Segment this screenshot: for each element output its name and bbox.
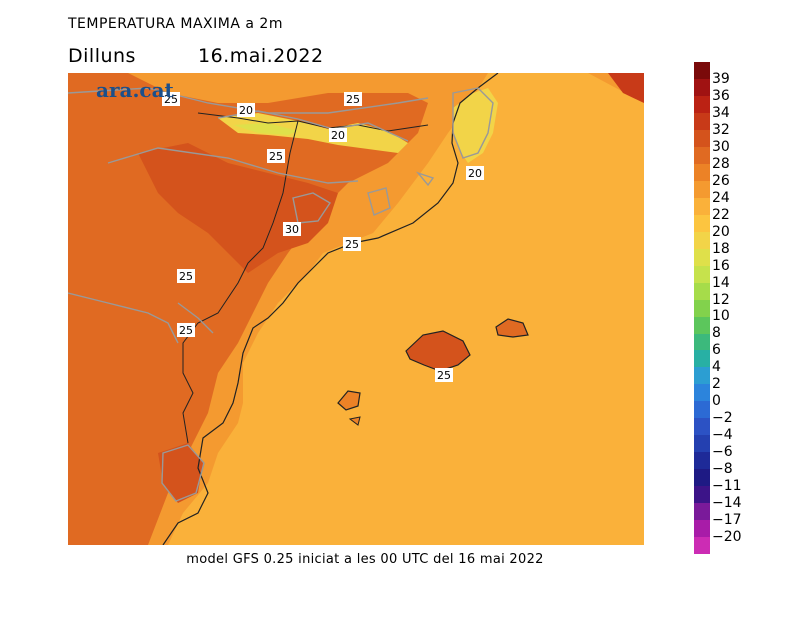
color-scale-segment <box>694 503 710 521</box>
chart-subtitle: Dilluns 16.mai.2022 <box>68 45 323 67</box>
color-scale-bar <box>694 62 710 555</box>
color-scale-segment <box>694 384 710 402</box>
color-scale-label: −11 <box>712 478 742 495</box>
island-menorca <box>495 318 529 338</box>
color-scale-segment <box>694 197 710 215</box>
color-scale-label: 18 <box>712 240 730 257</box>
color-scale-label: 22 <box>712 206 730 223</box>
color-scale-label: 39 <box>712 70 730 87</box>
color-scale-label: 10 <box>712 308 730 325</box>
color-scale-label: −6 <box>712 444 733 461</box>
color-scale-label: 20 <box>712 223 730 240</box>
color-scale-label: 4 <box>712 359 721 376</box>
contour-label: 25 <box>345 238 359 251</box>
contour-label: 20 <box>468 167 482 180</box>
color-scale-segment <box>694 163 710 181</box>
color-scale-segment <box>694 231 710 249</box>
color-scale-label: 36 <box>712 87 730 104</box>
color-scale-label: 6 <box>712 342 721 359</box>
color-scale-label: 12 <box>712 291 730 308</box>
cool-pyrenees-east <box>233 123 298 135</box>
color-scale-label: 8 <box>712 325 721 342</box>
contour-label: 25 <box>269 150 283 163</box>
color-scale-segment <box>694 282 710 300</box>
color-scale-label: 14 <box>712 274 730 291</box>
island-formentera <box>348 416 361 426</box>
cool-roussillon <box>453 88 498 163</box>
chart-title: TEMPERATURA MAXIMA a 2m <box>68 16 283 32</box>
color-scale-segment <box>694 265 710 283</box>
date-label: 16.mai.2022 <box>198 45 324 67</box>
color-scale-segment <box>694 367 710 385</box>
color-scale-segment <box>694 350 710 368</box>
contour-label: 25 <box>437 369 451 382</box>
contour-label: 25 <box>346 93 360 106</box>
border-line-vertical <box>182 120 299 444</box>
color-scale-segment <box>694 333 710 351</box>
color-scale-label: 24 <box>712 189 730 206</box>
color-scale-segment <box>694 520 710 538</box>
very-hot-region <box>138 143 338 273</box>
color-scale-label: −2 <box>712 410 733 427</box>
color-scale-segment <box>694 452 710 470</box>
contour-label: 25 <box>179 270 193 283</box>
color-scale-segment <box>694 401 710 419</box>
day-label: Dilluns <box>68 45 136 67</box>
color-scale-segment <box>694 248 710 266</box>
color-scale-segment <box>694 95 710 113</box>
color-scale-label: 26 <box>712 172 730 189</box>
color-scale-label: 32 <box>712 121 730 138</box>
color-scale-segment <box>694 62 710 79</box>
color-scale-labels: 39 36 34 32 30 28 26 24 22 20 18 16 14 12 10 8 6 4 2 0 −2 −4−… <box>712 62 772 554</box>
color-scale-segment <box>694 78 710 96</box>
color-scale-segment <box>694 418 710 436</box>
island-mallorca <box>405 330 471 372</box>
color-scale-segment <box>694 299 710 317</box>
color-scale-segment <box>694 316 710 334</box>
very-hot-region-2 <box>158 443 203 503</box>
color-scale-segment <box>694 214 710 232</box>
ara-cat-logo: ara.cat <box>96 78 174 102</box>
color-scale-label: 2 <box>712 376 721 393</box>
color-scale-label: 34 <box>712 104 730 121</box>
color-scale-label: −14 <box>712 495 742 512</box>
color-scale-segment <box>694 435 710 453</box>
color-scale-label: 30 <box>712 138 730 155</box>
color-scale-segment <box>694 112 710 130</box>
color-scale-segment <box>694 129 710 147</box>
model-caption: model GFS 0.25 iniciat a les 00 UTC del … <box>186 552 544 567</box>
color-scale-label: 28 <box>712 155 730 172</box>
color-scale-segment <box>694 469 710 487</box>
color-scale-label: −17 <box>712 512 742 529</box>
contour-label: 20 <box>239 104 253 117</box>
island-ibiza <box>337 390 361 411</box>
contour-label: 30 <box>285 223 299 236</box>
temperature-map: 25 20 25 20 25 20 30 25 25 25 25 <box>68 73 644 545</box>
color-scale-segment <box>694 146 710 164</box>
contour-label: 25 <box>164 93 178 106</box>
hot-spot-ne <box>608 73 644 103</box>
color-scale-segment <box>694 180 710 198</box>
color-scale-label: −8 <box>712 461 733 478</box>
contour-label: 25 <box>179 324 193 337</box>
color-scale-segment <box>694 537 710 555</box>
color-scale-segment <box>694 486 710 504</box>
contour-label-group: 25 20 25 20 25 20 30 25 25 25 25 <box>162 92 484 382</box>
color-scale-label: 16 <box>712 257 730 274</box>
color-scale-label: −4 <box>712 427 733 444</box>
contour-label: 20 <box>331 129 345 142</box>
color-scale-label: −20 <box>712 529 742 546</box>
color-scale-label: 0 <box>712 393 721 410</box>
